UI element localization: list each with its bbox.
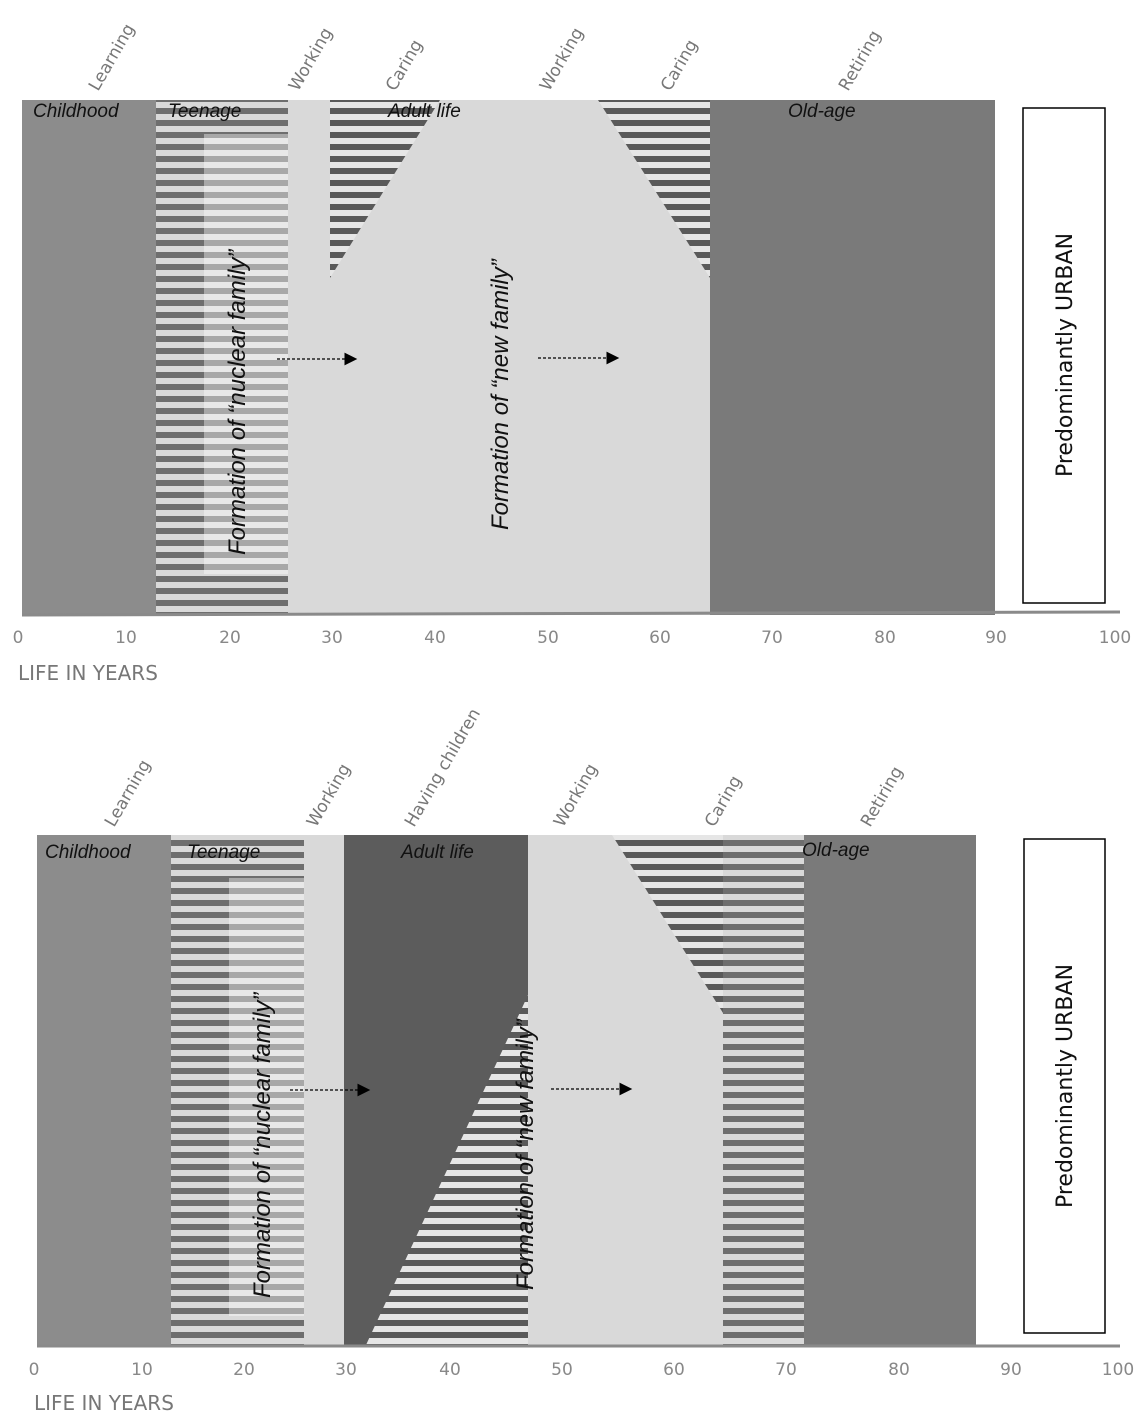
- family-note: Formation of “new family”: [487, 258, 514, 530]
- activity-label: Having children: [401, 705, 485, 830]
- urban-label: Predominantly URBAN: [1053, 233, 1078, 477]
- activity-label: Working: [303, 760, 355, 830]
- tick-label: 10: [115, 628, 137, 648]
- caring-wedge-2: [598, 100, 710, 278]
- x-axis: [21, 610, 1121, 617]
- tick-label: 0: [29, 1360, 40, 1380]
- top-panel: 0 10 20 30 40 50 60 70 80 90 100 LIFE IN…: [13, 21, 1132, 685]
- tick-label: 100: [1099, 628, 1131, 648]
- activity-label: Learning: [85, 21, 139, 95]
- urban-label: Predominantly URBAN: [1053, 964, 1078, 1208]
- axis-title: LIFE IN YEARS: [34, 1391, 174, 1415]
- tick-label: 10: [131, 1360, 153, 1380]
- bottom-panel: 0 10 20 30 40 50 60 70 80 90 100 LIFE IN…: [29, 705, 1135, 1415]
- childhood-band: [22, 100, 156, 615]
- family-note: Formation of “nuclear family”: [224, 249, 251, 555]
- tick-label: 40: [424, 628, 446, 648]
- caring-wedge: [612, 835, 723, 1013]
- stage-label: Old-age: [802, 840, 870, 861]
- tick-label: 90: [985, 628, 1007, 648]
- tick-label: 50: [551, 1360, 573, 1380]
- children-wedge: [366, 995, 528, 1345]
- urban-box: [1022, 107, 1106, 604]
- tick-label: 30: [321, 628, 343, 648]
- stage-label: Adult life: [387, 101, 461, 122]
- activity-label: Working: [285, 24, 337, 94]
- caring-wedge-1: [330, 100, 440, 278]
- tick-label: 80: [874, 628, 896, 648]
- activity-label: Retiring: [835, 27, 885, 94]
- tick-label: 60: [649, 628, 671, 648]
- activity-label: Caring: [382, 36, 427, 94]
- old-age-band: [710, 100, 995, 615]
- activity-label: Working: [550, 760, 602, 830]
- stage-label: Childhood: [45, 842, 132, 863]
- tick-label: 60: [663, 1360, 685, 1380]
- tick-label: 70: [775, 1360, 797, 1380]
- nuclear-family-box: [229, 878, 311, 1316]
- tick-label: 30: [335, 1360, 357, 1380]
- family-note: Formation of “new family”: [512, 1018, 539, 1290]
- stage-label: Teenage: [187, 842, 260, 863]
- stage-label: Adult life: [400, 842, 474, 863]
- stage-label: Teenage: [168, 101, 241, 122]
- tick-label: 100: [1102, 1360, 1134, 1380]
- stage-label: Childhood: [33, 101, 120, 122]
- tick-label: 80: [888, 1360, 910, 1380]
- tick-label: 40: [439, 1360, 461, 1380]
- top-axis-ticks: 0 10 20 30 40 50 60 70 80 90 100: [13, 628, 1132, 648]
- tick-label: 70: [761, 628, 783, 648]
- tick-label: 20: [219, 628, 241, 648]
- stage-label: Old-age: [788, 101, 856, 122]
- nuclear-family-box: [204, 134, 288, 574]
- caring-band: [723, 835, 804, 1345]
- urban-box: [1023, 838, 1106, 1334]
- activity-label: Caring: [657, 36, 702, 94]
- activity-label: Working: [536, 24, 588, 94]
- activity-label: Retiring: [857, 763, 907, 830]
- axis-title: LIFE IN YEARS: [18, 661, 158, 685]
- childhood-band: [37, 835, 171, 1345]
- bottom-axis-ticks: 0 10 20 30 40 50 60 70 80 90 100: [29, 1360, 1135, 1380]
- tick-label: 90: [1000, 1360, 1022, 1380]
- family-note: Formation of “nuclear family”: [249, 992, 276, 1298]
- activity-label: Learning: [101, 757, 155, 831]
- tick-label: 0: [13, 628, 24, 648]
- tick-label: 50: [537, 628, 559, 648]
- activity-label: Caring: [701, 772, 746, 830]
- old-age-band: [804, 835, 976, 1345]
- tick-label: 20: [233, 1360, 255, 1380]
